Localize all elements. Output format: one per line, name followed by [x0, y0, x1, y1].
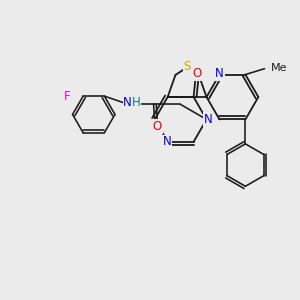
- Text: N: N: [163, 135, 172, 148]
- Text: F: F: [64, 90, 70, 103]
- Text: N: N: [123, 96, 132, 109]
- Text: Me: Me: [271, 63, 287, 73]
- Text: O: O: [192, 67, 201, 80]
- Text: H: H: [131, 96, 140, 109]
- Text: N: N: [215, 68, 224, 80]
- Text: O: O: [153, 120, 162, 133]
- Text: S: S: [183, 60, 191, 73]
- Text: N: N: [204, 113, 212, 126]
